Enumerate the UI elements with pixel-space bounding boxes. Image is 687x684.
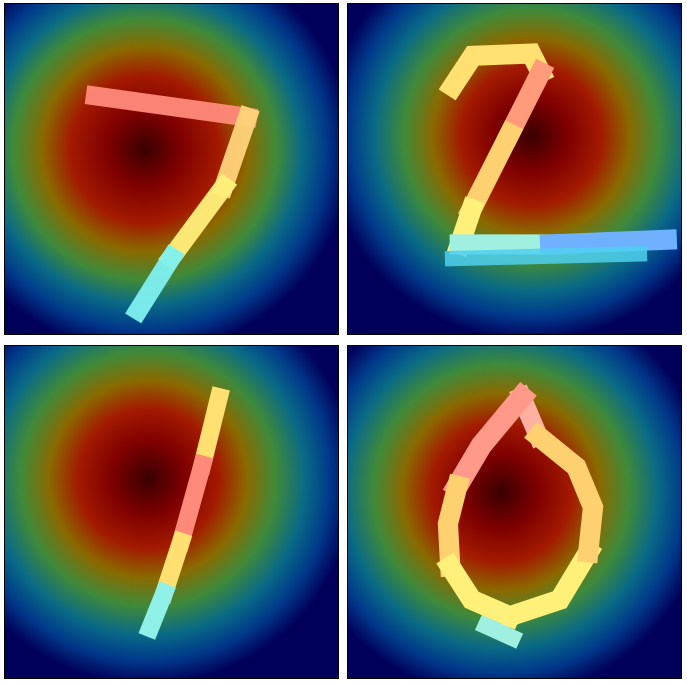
- heatmap-panel-seven: [4, 3, 339, 335]
- heatmap-image-seven: [5, 4, 338, 334]
- heatmap-image-zero: [348, 346, 681, 678]
- heatmap-image-one: [5, 346, 338, 678]
- heatmap-panel-two: [347, 3, 682, 335]
- heatmap-image-two: [348, 4, 681, 334]
- heatmap-panel-zero: [347, 345, 682, 679]
- heatmap-panel-one: [4, 345, 339, 679]
